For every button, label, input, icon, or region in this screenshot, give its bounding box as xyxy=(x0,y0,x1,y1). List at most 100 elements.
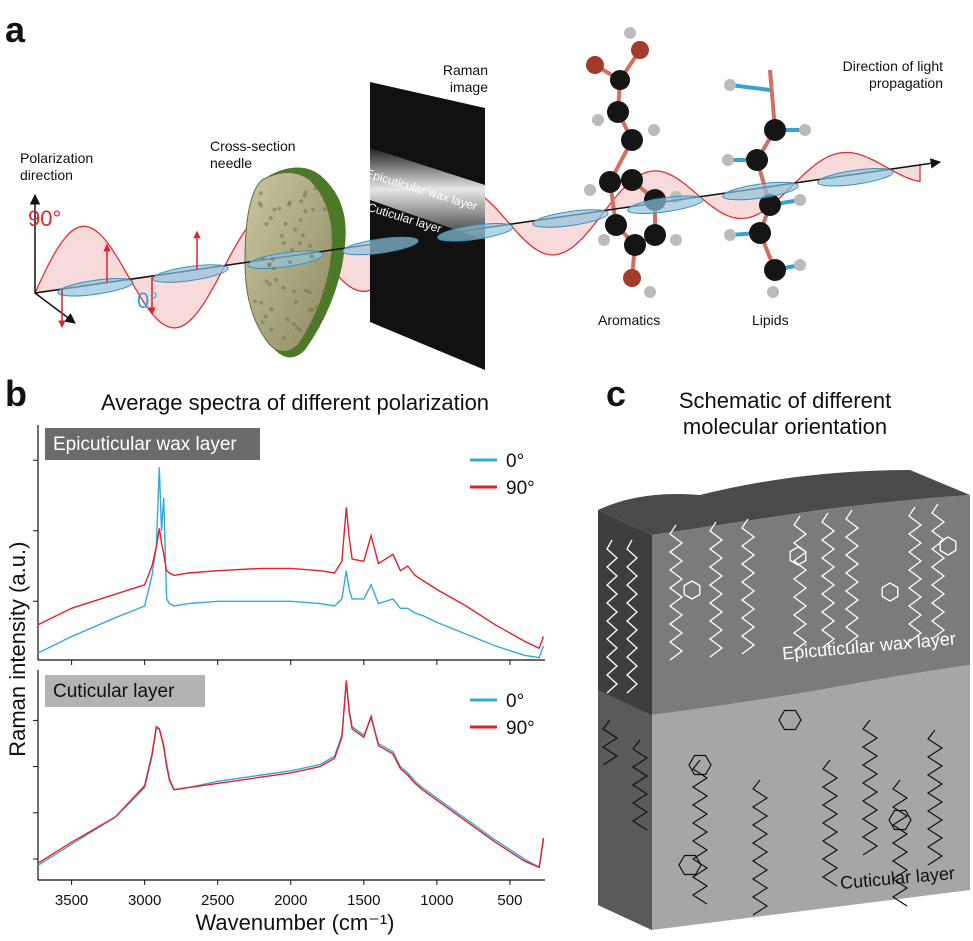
block-top xyxy=(598,470,970,535)
x-tick-label: 2500 xyxy=(201,892,234,909)
ring xyxy=(888,809,912,831)
annotation: Raman image xyxy=(442,62,488,95)
needle-texture xyxy=(279,233,284,238)
y-axis-label: Raman intensity (a.u.) xyxy=(4,541,30,757)
x-tick-label: 2000 xyxy=(274,892,307,909)
ring xyxy=(688,754,712,776)
needle-texture xyxy=(281,336,286,341)
needle-texture xyxy=(297,241,302,246)
panel-a-drawing xyxy=(29,27,942,370)
needle-texture xyxy=(277,206,282,211)
needle-texture xyxy=(322,289,327,294)
chain xyxy=(821,759,839,887)
panel-label: b xyxy=(5,373,27,414)
needle-texture xyxy=(281,285,286,290)
needle-texture xyxy=(287,200,292,205)
panel-title: Schematic of different molecular orienta… xyxy=(678,388,892,440)
angle-label: 0° xyxy=(137,288,159,313)
ring xyxy=(683,580,701,600)
needle-texture xyxy=(270,256,275,261)
needle-texture xyxy=(283,221,288,226)
cuticular-face xyxy=(652,665,970,930)
needle-texture xyxy=(285,317,290,322)
panel-b-charts: Epicuticular wax layer 0° 90° 3500 3000 2500 2… xyxy=(33,425,545,909)
needle-texture xyxy=(288,260,292,264)
x-tick-label: 1000 xyxy=(420,892,453,909)
chart-title-box xyxy=(45,428,260,460)
needle-texture xyxy=(263,314,268,319)
needle-texture xyxy=(269,307,274,312)
chain xyxy=(820,512,836,649)
spectrum-line xyxy=(37,682,545,869)
legend-label: 0° xyxy=(506,451,524,472)
needle-texture xyxy=(295,325,300,330)
needle-texture xyxy=(264,222,269,227)
needle-texture xyxy=(298,218,303,223)
legend-label: 90° xyxy=(506,718,535,739)
needle-texture xyxy=(322,207,327,212)
blue-wave xyxy=(722,181,799,201)
needle-texture xyxy=(293,300,298,305)
spectrum-line xyxy=(37,467,545,659)
chart-title: Epicuticular wax layer xyxy=(53,434,237,455)
needle-texture xyxy=(264,279,269,284)
needle-texture xyxy=(267,282,272,287)
x-tick-label: 500 xyxy=(497,892,522,909)
needle-texture xyxy=(272,207,277,212)
ring xyxy=(881,582,899,602)
needle-texture xyxy=(292,227,297,232)
needle-texture xyxy=(305,331,310,336)
blue-wave xyxy=(817,168,894,187)
needle-texture xyxy=(314,304,319,309)
blue-wave xyxy=(152,264,229,283)
ring xyxy=(778,709,802,731)
legend-label: 90° xyxy=(506,478,535,499)
needle-texture xyxy=(268,216,273,221)
blue-wave xyxy=(342,236,419,256)
legend-label: 0° xyxy=(506,691,524,712)
panel-label: a xyxy=(5,9,26,50)
annotation: Aromatics xyxy=(598,312,661,328)
chain xyxy=(792,515,808,652)
wax-chains xyxy=(606,503,957,694)
needle-texture xyxy=(253,299,258,304)
spectrum-line xyxy=(37,507,545,650)
needle-texture xyxy=(301,233,306,238)
needle-texture xyxy=(309,254,314,259)
needle-texture xyxy=(320,314,325,319)
needle-texture xyxy=(258,191,263,196)
block-side-lower xyxy=(598,690,652,930)
needle-texture xyxy=(290,248,295,253)
panel-title: Average spectra of different polarizatio… xyxy=(100,390,490,415)
x-tick-label: 3000 xyxy=(128,892,161,909)
needle-texture xyxy=(307,290,312,295)
chain xyxy=(708,521,724,658)
needle-texture xyxy=(292,322,297,327)
blue-wave xyxy=(437,223,514,242)
axis-0 xyxy=(34,292,76,324)
annotation: Cross-section needle xyxy=(210,138,296,171)
needle-texture xyxy=(310,307,315,312)
needle-texture xyxy=(311,207,316,212)
panel-label: c xyxy=(606,373,627,414)
needle-texture xyxy=(315,324,320,329)
needle-texture xyxy=(269,327,274,332)
panel-c-drawing xyxy=(598,470,970,930)
chain xyxy=(844,509,860,646)
needle-texture xyxy=(260,256,265,261)
needle-texture xyxy=(307,307,312,312)
annotation: Direction of light propagation xyxy=(842,58,943,91)
needle-texture xyxy=(259,203,264,208)
chain xyxy=(601,719,619,766)
ring xyxy=(789,546,807,566)
needle-texture xyxy=(271,266,276,271)
chain xyxy=(691,759,709,905)
chain xyxy=(891,779,909,907)
needle-texture xyxy=(302,193,307,198)
chain xyxy=(631,739,649,831)
blue-wave xyxy=(57,278,134,297)
blue-wave xyxy=(532,209,609,228)
chain xyxy=(606,539,618,694)
